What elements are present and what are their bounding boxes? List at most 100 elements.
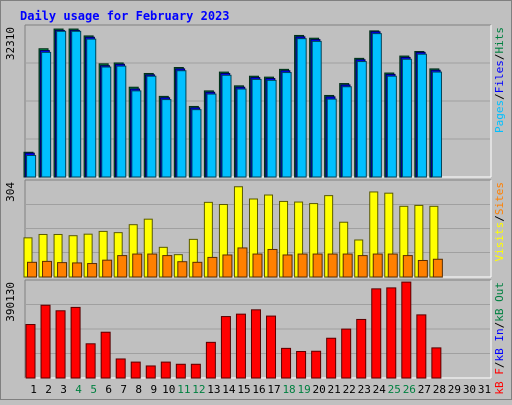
bar-pages bbox=[311, 40, 322, 178]
legend-entry: kB In bbox=[493, 328, 506, 361]
bar-sites bbox=[27, 261, 37, 278]
bar-sites bbox=[87, 263, 98, 278]
x-tick-label: 10 bbox=[162, 383, 175, 396]
bar-sites bbox=[372, 253, 383, 278]
bar-sites bbox=[42, 260, 53, 278]
bar-sites bbox=[357, 255, 368, 278]
x-tick-label: 14 bbox=[222, 383, 236, 396]
x-tick-label: 1 bbox=[30, 383, 37, 396]
bar-sites bbox=[387, 253, 398, 278]
x-tick-label: 22 bbox=[343, 383, 356, 396]
bar-pages bbox=[221, 74, 232, 178]
x-tick-label: 4 bbox=[75, 383, 82, 396]
x-tick-label: 18 bbox=[282, 383, 295, 396]
bar-pages bbox=[176, 70, 187, 178]
bar-pages bbox=[431, 71, 442, 178]
bar-kb-f bbox=[40, 304, 51, 379]
bar-kb-f bbox=[386, 287, 397, 379]
bar-kb-f bbox=[70, 306, 81, 379]
bar-pages bbox=[371, 33, 382, 178]
bar-pages bbox=[416, 53, 427, 178]
bar-sites bbox=[312, 253, 323, 278]
x-axis-labels: 1 2 3 4 5 6 7 8 9 10 11 12 13 14 15 16 17 18 19 20 21 22 23 24 2… bbox=[30, 383, 491, 396]
x-tick-label: 19 bbox=[297, 383, 310, 396]
bar-kb-f bbox=[160, 361, 171, 379]
legend-entry: Pages bbox=[493, 100, 506, 133]
legend-entry: kB Out bbox=[493, 282, 506, 322]
bar-pages bbox=[41, 51, 52, 178]
x-tick-label: 16 bbox=[252, 383, 265, 396]
x-tick-label: 26 bbox=[403, 383, 416, 396]
legend-entry: Hits bbox=[493, 27, 506, 54]
x-tick-label: 20 bbox=[313, 383, 326, 396]
x-tick-label: 9 bbox=[150, 383, 157, 396]
bar-kb-f bbox=[341, 328, 352, 379]
bar-kb-f bbox=[175, 363, 186, 379]
legend-separator: / bbox=[493, 54, 506, 61]
bar-pages bbox=[341, 86, 352, 178]
bar-sites bbox=[402, 255, 413, 278]
y-max-label: 32310 bbox=[4, 27, 17, 60]
x-tick-label: 21 bbox=[328, 383, 341, 396]
legend: Pages/Files/Hits bbox=[493, 27, 506, 133]
bar-kb-f bbox=[371, 288, 382, 379]
bar-pages bbox=[116, 65, 127, 178]
x-tick-label: 7 bbox=[120, 383, 127, 396]
bar-kb-f bbox=[250, 309, 261, 379]
bar-sites bbox=[192, 261, 203, 278]
legend-entry: Sites bbox=[493, 182, 506, 215]
bar-kb-f bbox=[115, 358, 126, 379]
x-tick-label: 8 bbox=[135, 383, 142, 396]
bar-sites bbox=[102, 259, 113, 278]
panel-visits: 304 Visits/Sites bbox=[4, 179, 506, 278]
bar-pages bbox=[236, 88, 247, 178]
x-tick-label: 23 bbox=[358, 383, 371, 396]
bar-kb-f bbox=[326, 337, 337, 379]
bar-sites bbox=[132, 253, 143, 278]
bar-pages bbox=[356, 61, 367, 178]
legend-entry: Files bbox=[493, 60, 506, 93]
bar-sites bbox=[207, 256, 218, 278]
bar-kb-f bbox=[431, 347, 442, 379]
bar-sites bbox=[342, 253, 353, 278]
x-tick-label: 24 bbox=[373, 383, 387, 396]
bar-pages bbox=[281, 72, 292, 178]
bar-kb-f bbox=[25, 324, 36, 379]
legend-separator: / bbox=[493, 322, 506, 329]
y-max-label: 390130 bbox=[4, 282, 17, 322]
bar-kb-f bbox=[55, 310, 66, 379]
bar-pages bbox=[161, 99, 172, 178]
bar-kb-f bbox=[296, 350, 307, 379]
chart-panels: 32310Pages/Files/Hits304Visits/Sites3901… bbox=[4, 24, 506, 395]
bar-kb-f bbox=[401, 281, 412, 379]
bar-kb-f bbox=[130, 361, 141, 379]
bar-pages bbox=[86, 38, 97, 178]
x-tick-label: 11 bbox=[177, 383, 190, 396]
x-tick-label: 13 bbox=[207, 383, 220, 396]
x-tick-label: 28 bbox=[433, 383, 446, 396]
bar-sites bbox=[222, 254, 233, 278]
x-tick-label: 29 bbox=[448, 383, 461, 396]
bar-pages bbox=[101, 66, 112, 178]
bar-kb-f bbox=[85, 343, 96, 379]
bar-kb-f bbox=[190, 363, 201, 379]
bar-sites bbox=[237, 247, 248, 278]
x-tick-label: 31 bbox=[478, 383, 491, 396]
legend-entry: Visits bbox=[493, 222, 506, 262]
bar-sites bbox=[282, 254, 293, 278]
bar-pages bbox=[191, 109, 202, 178]
bar-pages bbox=[266, 79, 277, 178]
y-max-label: 304 bbox=[4, 182, 17, 202]
bar-sites bbox=[417, 259, 428, 278]
bar-pages bbox=[206, 93, 217, 178]
bar-sites bbox=[117, 255, 128, 278]
legend: kB F/kB In/kB Out bbox=[493, 282, 506, 395]
legend-entry: kB F bbox=[493, 368, 506, 395]
bar-sites bbox=[72, 262, 83, 278]
bar-kb-f bbox=[205, 341, 216, 379]
bar-sites bbox=[432, 258, 443, 278]
bar-pages bbox=[71, 30, 82, 178]
bar-sites bbox=[252, 253, 263, 278]
legend: Visits/Sites bbox=[493, 182, 506, 262]
